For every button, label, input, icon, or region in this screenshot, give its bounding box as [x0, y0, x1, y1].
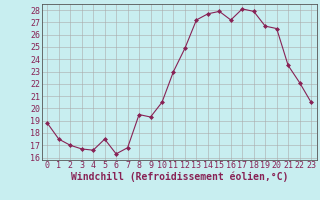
X-axis label: Windchill (Refroidissement éolien,°C): Windchill (Refroidissement éolien,°C) — [70, 172, 288, 182]
